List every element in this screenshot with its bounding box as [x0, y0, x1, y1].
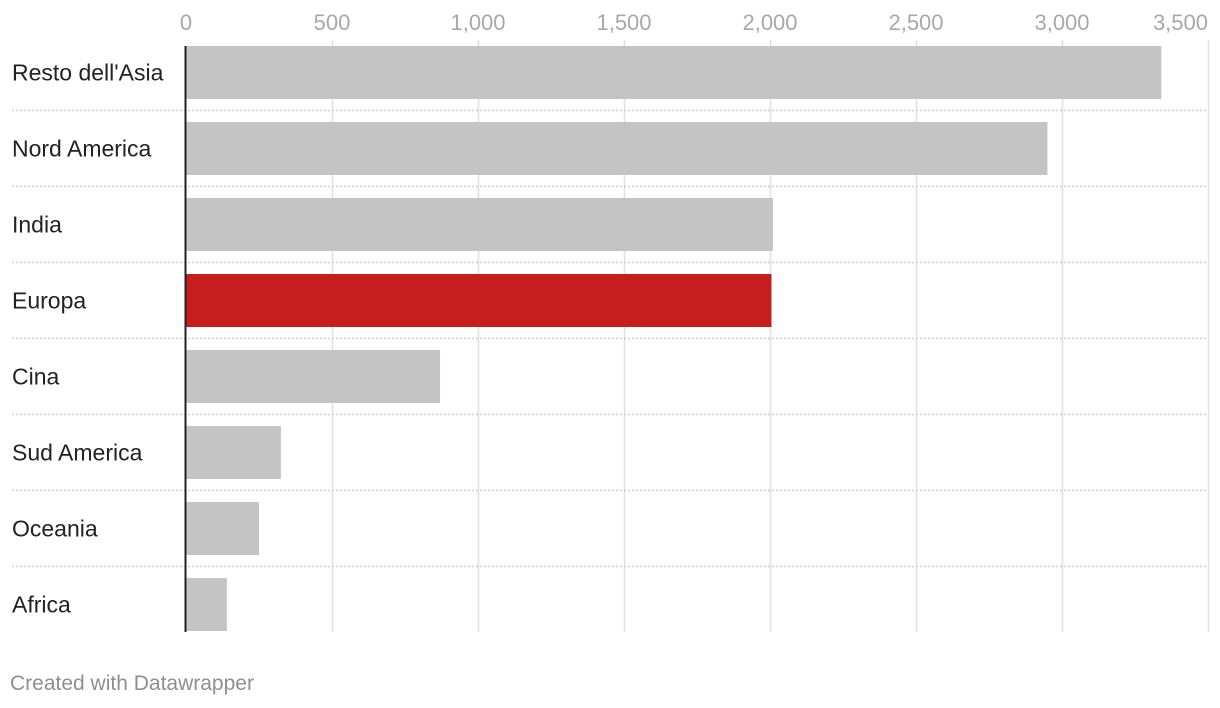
row-separators — [12, 109, 1208, 568]
x-tick-label: 3,000 — [1034, 10, 1089, 35]
category-label: Cina — [12, 364, 60, 390]
category-label: India — [12, 212, 62, 238]
x-axis-tick-labels: 0 500 1,000 1,500 2,000 2,500 3,000 3,500 — [180, 10, 1208, 35]
bar-europa — [186, 274, 772, 327]
x-tick-label: 0 — [180, 10, 192, 35]
x-tick-label: 2,000 — [742, 10, 797, 35]
bar-cina — [186, 350, 441, 403]
bar-india — [186, 198, 773, 251]
x-tick-label: 500 — [314, 10, 351, 35]
bar-resto-dell-asia — [186, 46, 1162, 99]
category-label: Sud America — [12, 440, 143, 466]
category-label: Oceania — [12, 516, 98, 542]
datawrapper-credit: Created with Datawrapper — [10, 672, 254, 695]
category-label: Resto dell'Asia — [12, 60, 164, 86]
category-label: Europa — [12, 288, 86, 314]
x-tick-label: 1,500 — [596, 10, 651, 35]
bar-sud-america — [186, 426, 281, 479]
bar-oceania — [186, 502, 259, 555]
bars — [186, 46, 1162, 631]
bar-nord-america — [186, 122, 1048, 175]
x-tick-label: 2,500 — [888, 10, 943, 35]
x-tick-label: 3,500 — [1153, 10, 1208, 35]
category-labels: Resto dell'Asia Nord America India Europa Ci… — [12, 60, 164, 618]
x-tick-label: 1,000 — [450, 10, 505, 35]
bar-africa — [186, 578, 227, 631]
category-label: Africa — [12, 592, 71, 618]
category-label: Nord America — [12, 136, 152, 162]
